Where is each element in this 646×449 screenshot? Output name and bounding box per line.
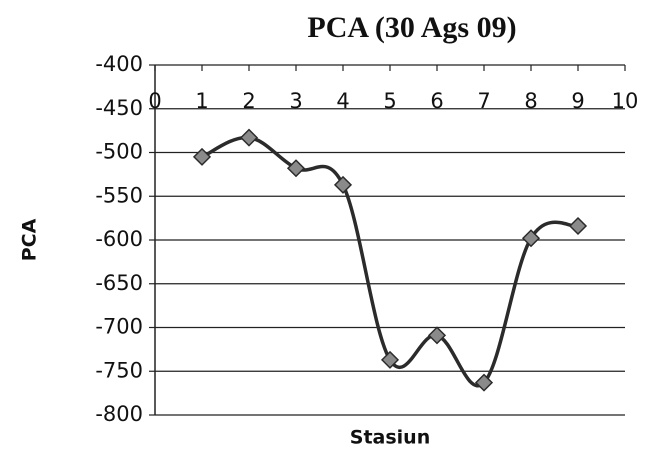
y-tick-label: -800	[95, 402, 143, 426]
x-tick-label: 10	[612, 89, 639, 113]
x-tick-label: 5	[383, 89, 396, 113]
x-tick-label: 8	[524, 89, 537, 113]
marker	[380, 350, 400, 369]
marker	[521, 229, 541, 248]
x-axis-label: Stasiun	[350, 427, 430, 449]
y-tick-label: -650	[95, 271, 143, 295]
marker	[286, 159, 306, 178]
x-tick-label: 7	[477, 89, 490, 113]
y-tick-label: -600	[95, 227, 143, 251]
y-axis-label: PCA	[19, 218, 41, 261]
y-tick-label: -700	[95, 315, 143, 339]
x-tick-label: 0	[148, 89, 161, 113]
marker	[192, 147, 212, 166]
marker	[427, 326, 447, 345]
marker	[239, 128, 259, 147]
chart-title: PCA (30 Ags 09)	[307, 11, 516, 44]
marker	[568, 216, 588, 236]
x-tick-label: 6	[430, 89, 443, 113]
marker	[333, 175, 353, 194]
y-tick-label: -450	[95, 96, 143, 120]
y-tick-label: -400	[95, 52, 143, 76]
y-tick-label: -500	[95, 140, 143, 164]
x-tick-label: 2	[242, 89, 255, 113]
x-tick-label: 3	[289, 89, 302, 113]
x-tick-label: 4	[336, 89, 349, 113]
marker	[474, 373, 494, 392]
x-tick-label: 1	[195, 89, 208, 113]
y-tick-label: -750	[95, 358, 143, 382]
y-tick-label: -550	[95, 183, 143, 207]
x-tick-label: 9	[571, 89, 584, 113]
line	[201, 135, 579, 388]
